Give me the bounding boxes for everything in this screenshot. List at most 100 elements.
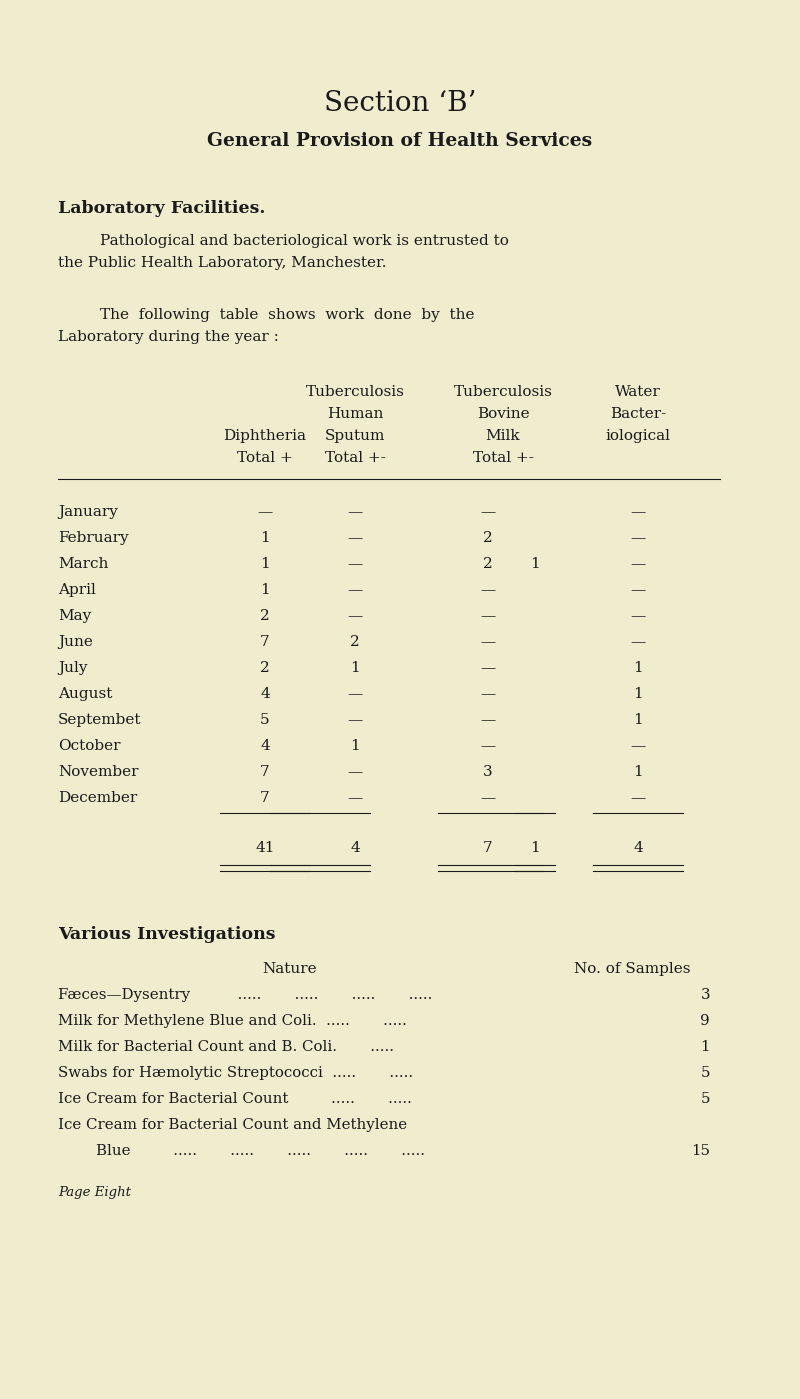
Text: —: — xyxy=(347,532,362,546)
Text: October: October xyxy=(58,739,121,753)
Text: No. of Samples: No. of Samples xyxy=(574,963,690,977)
Text: Total +: Total + xyxy=(237,450,293,464)
Text: —: — xyxy=(630,505,646,519)
Text: Pathological and bacteriological work is entrusted to: Pathological and bacteriological work is… xyxy=(100,234,509,248)
Text: —: — xyxy=(630,532,646,546)
Text: 4: 4 xyxy=(260,687,270,701)
Text: iological: iological xyxy=(606,429,670,443)
Text: 1: 1 xyxy=(633,765,643,779)
Text: December: December xyxy=(58,790,138,804)
Text: 3: 3 xyxy=(700,988,710,1002)
Text: Bovine: Bovine xyxy=(477,407,530,421)
Text: Ice Cream for Bacterial Count and Methylene: Ice Cream for Bacterial Count and Methyl… xyxy=(58,1118,407,1132)
Text: General Provision of Health Services: General Provision of Health Services xyxy=(207,132,593,150)
Text: August: August xyxy=(58,687,112,701)
Text: March: March xyxy=(58,557,108,571)
Text: —: — xyxy=(480,635,496,649)
Text: Milk for Bacterial Count and B. Coli.       .....: Milk for Bacterial Count and B. Coli. ..… xyxy=(58,1039,394,1053)
Text: Diphtheria: Diphtheria xyxy=(223,429,306,443)
Text: 5: 5 xyxy=(701,1093,710,1107)
Text: 4: 4 xyxy=(260,739,270,753)
Text: January: January xyxy=(58,505,118,519)
Text: —: — xyxy=(630,609,646,623)
Text: 2: 2 xyxy=(483,532,493,546)
Text: Fæces—Dysentry          .....       .....       .....       .....: Fæces—Dysentry ..... ..... ..... ..... xyxy=(58,988,432,1002)
Text: 1: 1 xyxy=(350,660,360,674)
Text: Bacter-: Bacter- xyxy=(610,407,666,421)
Text: —: — xyxy=(480,790,496,804)
Text: Tuberculosis: Tuberculosis xyxy=(306,385,405,399)
Text: Nature: Nature xyxy=(262,963,318,977)
Text: Blue         .....       .....       .....       .....       .....: Blue ..... ..... ..... ..... ..... xyxy=(58,1144,425,1158)
Text: Ice Cream for Bacterial Count         .....       .....: Ice Cream for Bacterial Count ..... ....… xyxy=(58,1093,412,1107)
Text: 1: 1 xyxy=(701,1039,710,1053)
Text: 2: 2 xyxy=(260,609,270,623)
Text: June: June xyxy=(58,635,93,649)
Text: 1: 1 xyxy=(530,841,540,855)
Text: Laboratory during the year :: Laboratory during the year : xyxy=(58,330,279,344)
Text: 7: 7 xyxy=(483,841,493,855)
Text: —: — xyxy=(480,609,496,623)
Text: —: — xyxy=(630,635,646,649)
Text: Tuberculosis: Tuberculosis xyxy=(454,385,553,399)
Text: 7: 7 xyxy=(260,790,270,804)
Text: Milk: Milk xyxy=(486,429,520,443)
Text: Total +-: Total +- xyxy=(473,450,534,464)
Text: 4: 4 xyxy=(633,841,643,855)
Text: —: — xyxy=(480,660,496,674)
Text: —: — xyxy=(630,790,646,804)
Text: Swabs for Hæmolytic Streptococci  .....       .....: Swabs for Hæmolytic Streptococci ..... .… xyxy=(58,1066,413,1080)
Text: —: — xyxy=(480,739,496,753)
Text: —: — xyxy=(347,609,362,623)
Text: The  following  table  shows  work  done  by  the: The following table shows work done by t… xyxy=(100,308,474,322)
Text: the Public Health Laboratory, Manchester.: the Public Health Laboratory, Manchester… xyxy=(58,256,386,270)
Text: Total +-: Total +- xyxy=(325,450,386,464)
Text: 2: 2 xyxy=(483,557,493,571)
Text: 1: 1 xyxy=(530,557,540,571)
Text: —: — xyxy=(630,739,646,753)
Text: 7: 7 xyxy=(260,635,270,649)
Text: Milk for Methylene Blue and Coli.  .....       .....: Milk for Methylene Blue and Coli. ..... … xyxy=(58,1014,407,1028)
Text: 4: 4 xyxy=(350,841,360,855)
Text: 41: 41 xyxy=(255,841,274,855)
Text: July: July xyxy=(58,660,87,674)
Text: —: — xyxy=(480,583,496,597)
Text: 15: 15 xyxy=(691,1144,710,1158)
Text: 1: 1 xyxy=(633,713,643,727)
Text: 1: 1 xyxy=(260,583,270,597)
Text: 5: 5 xyxy=(701,1066,710,1080)
Text: 3: 3 xyxy=(483,765,493,779)
Text: 1: 1 xyxy=(633,687,643,701)
Text: —: — xyxy=(347,713,362,727)
Text: —: — xyxy=(347,687,362,701)
Text: May: May xyxy=(58,609,91,623)
Text: Page Eight: Page Eight xyxy=(58,1186,131,1199)
Text: —: — xyxy=(630,583,646,597)
Text: 1: 1 xyxy=(350,739,360,753)
Text: Laboratory Facilities.: Laboratory Facilities. xyxy=(58,200,266,217)
Text: 9: 9 xyxy=(700,1014,710,1028)
Text: —: — xyxy=(480,505,496,519)
Text: 1: 1 xyxy=(260,557,270,571)
Text: February: February xyxy=(58,532,129,546)
Text: —: — xyxy=(347,583,362,597)
Text: Water: Water xyxy=(615,385,661,399)
Text: 2: 2 xyxy=(350,635,360,649)
Text: 5: 5 xyxy=(260,713,270,727)
Text: 1: 1 xyxy=(633,660,643,674)
Text: —: — xyxy=(347,505,362,519)
Text: 1: 1 xyxy=(260,532,270,546)
Text: —: — xyxy=(347,790,362,804)
Text: 7: 7 xyxy=(260,765,270,779)
Text: November: November xyxy=(58,765,138,779)
Text: 2: 2 xyxy=(260,660,270,674)
Text: Sputum: Sputum xyxy=(325,429,385,443)
Text: Section ‘B’: Section ‘B’ xyxy=(324,90,476,118)
Text: —: — xyxy=(630,557,646,571)
Text: Septembet: Septembet xyxy=(58,713,142,727)
Text: —: — xyxy=(347,765,362,779)
Text: —: — xyxy=(347,557,362,571)
Text: April: April xyxy=(58,583,96,597)
Text: Various Investigations: Various Investigations xyxy=(58,926,275,943)
Text: —: — xyxy=(480,687,496,701)
